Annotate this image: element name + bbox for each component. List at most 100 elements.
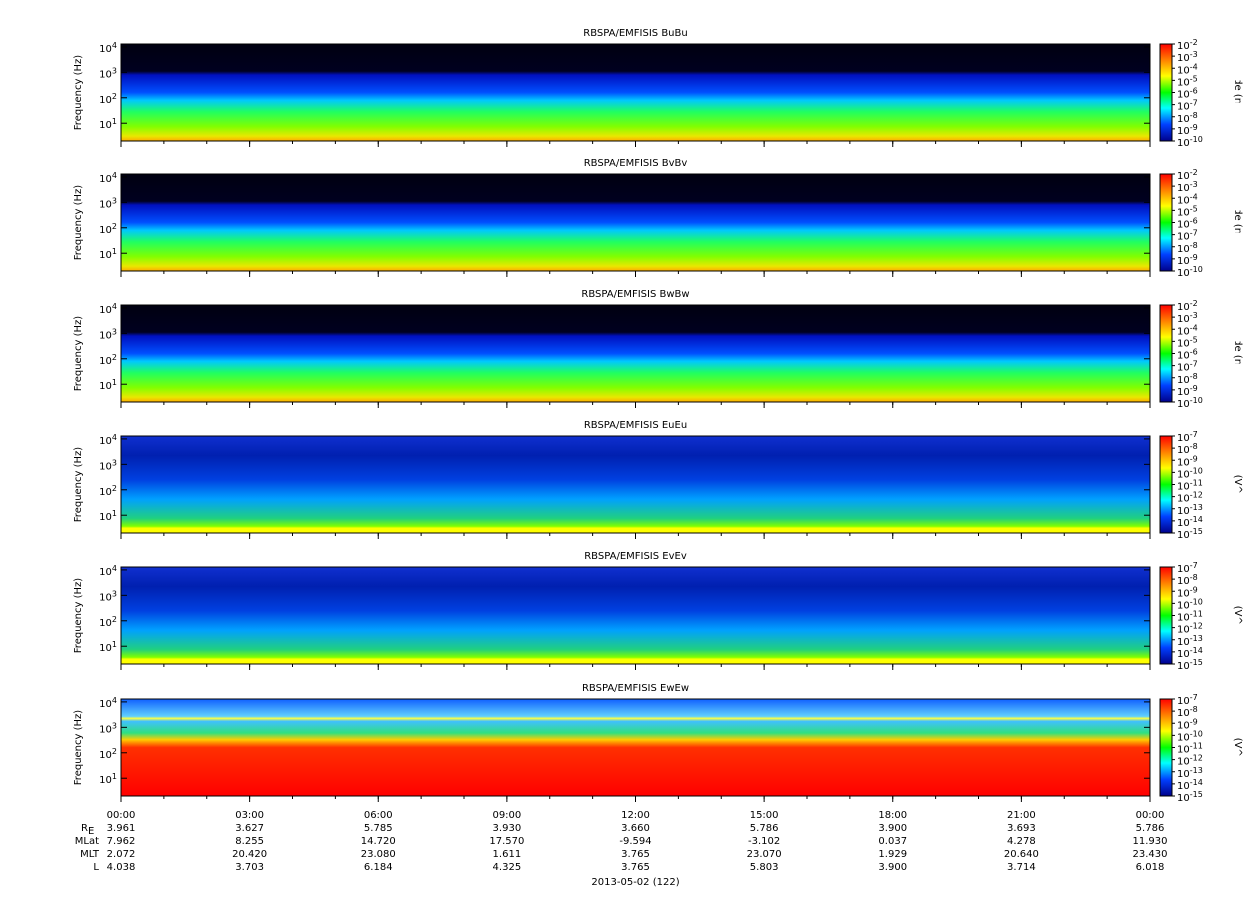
colorbar bbox=[1159, 698, 1173, 797]
y-tick-label: 104 bbox=[99, 563, 117, 578]
colorbar bbox=[1159, 304, 1173, 403]
y-tick-label: 102 bbox=[99, 483, 117, 498]
y-tick-label: 102 bbox=[99, 614, 117, 629]
row-name: MLat bbox=[75, 836, 99, 847]
colorbar-label: amplitude (nT^2/Hz) bbox=[1232, 40, 1243, 145]
row-value: 4.278 bbox=[1007, 836, 1036, 847]
y-tick-label: 103 bbox=[99, 458, 117, 473]
row-value: 3.765 bbox=[621, 862, 650, 873]
colorbar bbox=[1159, 566, 1173, 665]
row-value: 3.900 bbox=[878, 862, 907, 873]
row-value: 7.962 bbox=[107, 836, 136, 847]
y-tick-label: 104 bbox=[99, 40, 117, 55]
y-tick-label: 101 bbox=[99, 247, 117, 262]
y-tick-label: 104 bbox=[99, 170, 117, 185]
x-tick-label: 09:00 bbox=[492, 810, 521, 821]
panel-title: RBSPA/EMFISIS EuEu bbox=[584, 420, 687, 431]
y-axis-label: Frequency (Hz) bbox=[73, 185, 84, 261]
y-axis-label: Frequency (Hz) bbox=[73, 316, 84, 392]
row-value: 6.184 bbox=[364, 862, 393, 873]
spectrogram bbox=[121, 567, 1150, 664]
row-value: 1.611 bbox=[493, 849, 522, 860]
y-tick-label: 104 bbox=[99, 301, 117, 316]
panel-title: RBSPA/EMFISIS BuBu bbox=[583, 28, 687, 39]
colorbar bbox=[1159, 173, 1173, 272]
y-tick-label: 104 bbox=[99, 695, 117, 710]
row-value: 2.072 bbox=[107, 849, 136, 860]
row-value: 23.080 bbox=[361, 849, 396, 860]
spectrogram bbox=[121, 436, 1150, 533]
row-value: -9.594 bbox=[619, 836, 651, 847]
y-tick-label: 101 bbox=[99, 772, 117, 787]
colorbar bbox=[1159, 435, 1173, 534]
row-value: 3.765 bbox=[621, 849, 650, 860]
row-name: L bbox=[93, 862, 99, 873]
row-value: 4.325 bbox=[493, 862, 522, 873]
spectrogram bbox=[121, 699, 1150, 796]
row-value: 3.930 bbox=[493, 823, 522, 834]
panel-title: RBSPA/EMFISIS BwBw bbox=[581, 289, 689, 300]
y-tick-label: 101 bbox=[99, 509, 117, 524]
panel-title: RBSPA/EMFISIS BvBv bbox=[584, 158, 688, 169]
row-value: 8.255 bbox=[235, 836, 264, 847]
row-value: 23.070 bbox=[747, 849, 782, 860]
panel-title: RBSPA/EMFISIS EwEw bbox=[582, 683, 689, 694]
date-label: 2013-05-02 (122) bbox=[591, 877, 679, 888]
colorbar-label: amplitude (V^2/m^2/Hz) bbox=[1232, 684, 1243, 811]
x-tick-label: 12:00 bbox=[621, 810, 650, 821]
colorbar-label: amplitude (V^2/m^2/Hz) bbox=[1232, 421, 1243, 548]
y-axis-label: Frequency (Hz) bbox=[73, 578, 84, 654]
colorbar-label: amplitude (nT^2/Hz) bbox=[1232, 170, 1243, 275]
row-value: 3.714 bbox=[1007, 862, 1036, 873]
x-tick-label: 21:00 bbox=[1007, 810, 1036, 821]
row-name: MLT bbox=[80, 849, 100, 860]
x-tick-label: 00:00 bbox=[1136, 810, 1165, 821]
y-tick-label: 102 bbox=[99, 352, 117, 367]
row-value: 5.803 bbox=[750, 862, 779, 873]
y-tick-label: 101 bbox=[99, 378, 117, 393]
y-tick-label: 103 bbox=[99, 721, 117, 736]
colorbar bbox=[1159, 43, 1173, 142]
row-value: 3.693 bbox=[1007, 823, 1036, 834]
y-tick-label: 102 bbox=[99, 91, 117, 106]
x-tick-label: 15:00 bbox=[750, 810, 779, 821]
row-value: 20.420 bbox=[232, 849, 267, 860]
row-value: 0.037 bbox=[878, 836, 907, 847]
row-value: 3.900 bbox=[878, 823, 907, 834]
row-value: 17.570 bbox=[489, 836, 524, 847]
row-value: -3.102 bbox=[748, 836, 780, 847]
y-tick-label: 103 bbox=[99, 196, 117, 211]
y-tick-label: 101 bbox=[99, 117, 117, 131]
row-value: 11.930 bbox=[1133, 836, 1168, 847]
y-tick-label: 104 bbox=[99, 432, 117, 447]
row-name: R bbox=[81, 823, 88, 834]
y-tick-label: 103 bbox=[99, 66, 117, 81]
spectrogram bbox=[121, 44, 1150, 141]
x-tick-label: 06:00 bbox=[364, 810, 393, 821]
row-value: 23.430 bbox=[1133, 849, 1168, 860]
y-tick-label: 102 bbox=[99, 221, 117, 236]
x-tick-label: 18:00 bbox=[878, 810, 907, 821]
x-tick-label: 00:00 bbox=[107, 810, 136, 821]
y-tick-label: 101 bbox=[99, 640, 117, 655]
spectrogram bbox=[121, 305, 1150, 402]
row-value: 5.786 bbox=[750, 823, 779, 834]
y-axis-label: Frequency (Hz) bbox=[73, 710, 84, 786]
row-value: 3.627 bbox=[235, 823, 264, 834]
row-value: 5.786 bbox=[1136, 823, 1165, 834]
y-tick-label: 102 bbox=[99, 746, 117, 761]
row-name-subscript: E bbox=[88, 826, 94, 837]
colorbar-label: amplitude (nT^2/Hz) bbox=[1232, 301, 1243, 406]
y-axis-label: Frequency (Hz) bbox=[73, 447, 84, 523]
row-value: 3.961 bbox=[107, 823, 136, 834]
row-value: 3.703 bbox=[235, 862, 264, 873]
row-value: 6.018 bbox=[1136, 862, 1165, 873]
y-axis-label: Frequency (Hz) bbox=[73, 55, 84, 131]
row-value: 20.640 bbox=[1004, 849, 1039, 860]
panel-title: RBSPA/EMFISIS EvEv bbox=[584, 551, 687, 562]
row-value: 5.785 bbox=[364, 823, 393, 834]
row-value: 4.038 bbox=[107, 862, 136, 873]
y-tick-label: 103 bbox=[99, 327, 117, 342]
spectrogram bbox=[121, 174, 1150, 271]
